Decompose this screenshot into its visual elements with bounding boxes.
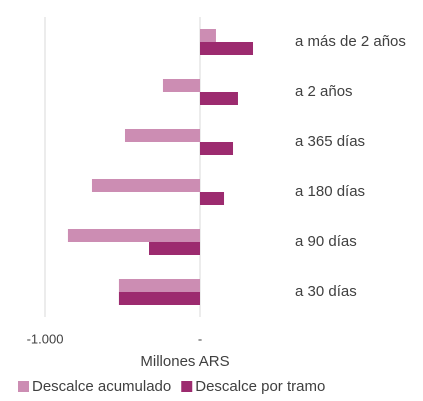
category-label: a 180 días bbox=[295, 183, 365, 200]
bar bbox=[200, 29, 216, 42]
legend-label: Descalce por tramo bbox=[195, 378, 325, 395]
bar bbox=[200, 142, 234, 155]
x-tick-label: -1.000 bbox=[27, 331, 64, 346]
bar bbox=[124, 129, 200, 142]
category-label: a 365 días bbox=[295, 133, 365, 150]
category-label: a 90 días bbox=[295, 233, 357, 250]
x-tick-label: - bbox=[198, 331, 202, 346]
bar bbox=[118, 279, 200, 292]
bar bbox=[91, 179, 200, 192]
x-axis-label: Millones ARS bbox=[140, 353, 229, 370]
legend-label: Descalce acumulado bbox=[32, 378, 171, 395]
bar bbox=[149, 242, 200, 255]
bar bbox=[200, 192, 225, 205]
category-label: a 30 días bbox=[295, 283, 357, 300]
bar bbox=[67, 229, 200, 242]
category-label: a 2 años bbox=[295, 83, 353, 100]
bar bbox=[200, 42, 254, 55]
legend-swatch bbox=[181, 381, 193, 392]
bar bbox=[162, 79, 200, 92]
bar bbox=[118, 292, 200, 305]
category-label: a más de 2 años bbox=[295, 33, 406, 50]
legend-swatch bbox=[18, 381, 29, 392]
bar bbox=[200, 92, 238, 105]
